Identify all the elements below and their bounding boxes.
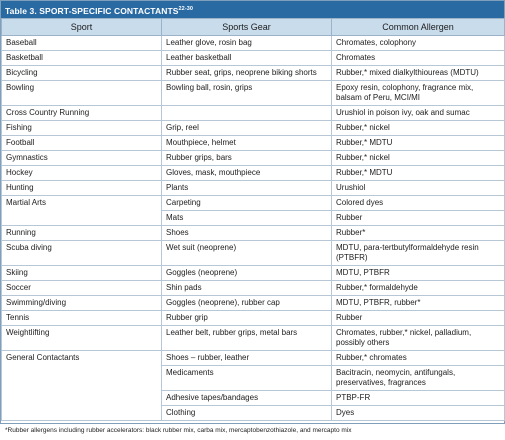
table-row: Scuba diving Wet suit (neoprene) MDTU, par…	[1, 240, 505, 266]
allergen-cell: MDTU, PTBFR, rubber*	[331, 295, 505, 311]
sport-cell: Gymnastics	[1, 150, 162, 166]
sport-cell: Bowling	[1, 80, 162, 106]
table-row: Adhesive tapes/bandages PTBP-FR	[2, 390, 505, 406]
allergen-cell: Rubber,* nickel	[331, 120, 505, 136]
reference: 22-30	[178, 6, 194, 12]
gear-cell: Rubber grips, bars	[161, 150, 332, 166]
allergen-cell: Urushiol in poison ivy, oak and sumac	[331, 105, 505, 121]
sport-cell: Fishing	[1, 120, 162, 136]
gear-cell: Shin pads	[161, 280, 332, 296]
allergen-cell: Colored dyes	[331, 195, 505, 211]
sport-cell: Hockey	[1, 165, 162, 181]
table-row: Medicaments Bacitracin, neomycin, antifun…	[2, 365, 505, 391]
gear-cell: Clothing	[161, 405, 332, 421]
gear-cell: Leather basketball	[161, 50, 332, 66]
allergen-cell: Rubber,* formaldehyde	[331, 280, 505, 296]
allergen-cell: Rubber	[331, 210, 505, 226]
table-row: Swimming/diving Goggles (neoprene), rubbe…	[1, 295, 505, 311]
gear-cell: Plants	[161, 180, 332, 196]
gear-cell: Adhesive tapes/bandages	[161, 390, 332, 406]
gear-cell: Mats	[161, 210, 332, 226]
table-row: Baseball Leather glove, rosin bag Chromate…	[1, 35, 505, 51]
table-row: Soccer Shin pads Rubber,* formaldehyde	[1, 280, 505, 296]
title: Table 3. SPORT-SPECIFIC CONTACTANTS	[5, 5, 179, 16]
table-row: Gymnastics Rubber grips, bars Rubber,* nic…	[1, 150, 505, 166]
gear-cell: Carpeting	[161, 195, 332, 211]
allergen-cell: Rubber,* nickel	[331, 150, 505, 166]
allergen-cell: Chromates	[331, 50, 505, 66]
gear-cell: Shoes – rubber, leather	[161, 350, 332, 366]
allergen-cell: MDTU, PTBFR	[331, 265, 505, 281]
gear-cell: Goggles (neoprene)	[161, 265, 332, 281]
gear-cell: Grip, reel	[161, 120, 332, 136]
sport-cell: Baseball	[1, 35, 162, 51]
sport-cell: Tennis	[1, 310, 162, 326]
table-row: Mats Rubber	[2, 210, 505, 226]
sport-cell: Basketball	[1, 50, 162, 66]
sport-cell: Hunting	[1, 180, 162, 196]
sport-cell: Football	[1, 135, 162, 151]
gear-cell: Medicaments	[161, 365, 332, 391]
table-row: Clothing Dyes	[2, 405, 505, 421]
table-row: Basketball Leather basketball Chromates	[1, 50, 505, 66]
allergen-cell: Rubber	[331, 310, 505, 326]
gear-cell: Wet suit (neoprene)	[161, 240, 332, 266]
sport-cell: Soccer	[1, 280, 162, 296]
sport-cell: Cross Country Running	[1, 105, 162, 121]
table-row: Skiing Goggles (neoprene) MDTU, PTBFR	[1, 265, 505, 281]
allergen-cell: Rubber,* MDTU	[331, 165, 505, 181]
table-row: Running Shoes Rubber*	[1, 225, 505, 241]
table-row: Fishing Grip, reel Rubber,* nickel	[1, 120, 505, 136]
table-row: General Contactants Shoes – rubber, leath…	[1, 350, 505, 421]
sport-cell: Skiing	[1, 265, 162, 281]
table: Sport Sports Gear Common Allergen Baseball…	[1, 18, 505, 421]
allergen-cell: Rubber,* mixed dialkylthioureas (MDTU)	[331, 65, 505, 81]
header-row: Sport Sports Gear Common Allergen	[1, 18, 505, 36]
gear-cell: Rubber grip	[161, 310, 332, 326]
table-row: Bicycling Rubber seat, grips, neoprene bi…	[1, 65, 505, 81]
sport-cell: General Contactants	[1, 350, 162, 421]
sport-cell: Martial Arts	[1, 195, 162, 226]
allergen-cell: Epoxy resin, colophony, fragrance mix, b…	[331, 80, 505, 106]
allergen-cell: MDTU, para-tertbutylformaldehyde resin (…	[331, 240, 505, 266]
table-row: Bowling Bowling ball, rosin, grips Epoxy r…	[1, 80, 505, 106]
allergen-cell: Bacitracin, neomycin, antifungals, prese…	[331, 365, 505, 391]
gear-cell: Mouthpiece, helmet	[161, 135, 332, 151]
sport-cell: Swimming/diving	[1, 295, 162, 311]
allergen-cell: Rubber,* chromates	[331, 350, 505, 366]
allergen-cell: Rubber*	[331, 225, 505, 241]
allergen-cell: Chromates, rubber,* nickel, palladium, p…	[331, 325, 505, 351]
title-bar: Table 3. SPORT-SPECIFIC CONTACTANTS22-30	[1, 1, 504, 18]
table-row: Martial Arts Carpeting Colored dyes	[1, 195, 505, 226]
gear-cell: Bowling ball, rosin, grips	[161, 80, 332, 106]
table-row: Weightlifting Leather belt, rubber grips,…	[1, 325, 505, 351]
column-header: Sport	[1, 18, 162, 36]
allergen-cell: Chromates, colophony	[331, 35, 505, 51]
table-row: Hockey Gloves, mask, mouthpiece Rubber,* M…	[1, 165, 505, 181]
table-row: Cross Country Running Urushiol in poison …	[1, 105, 505, 121]
sport-cell: Running	[1, 225, 162, 241]
gear-cell: Leather belt, rubber grips, metal bars	[161, 325, 332, 351]
sport-cell: Bicycling	[1, 65, 162, 81]
allergen-cell: Dyes	[331, 405, 505, 421]
column-header: Common Allergen	[331, 18, 505, 36]
gear-cell	[161, 105, 332, 121]
table-row: Football Mouthpiece, helmet Rubber,* MDTU	[1, 135, 505, 151]
sport-cell: Scuba diving	[1, 240, 162, 266]
gear-cell: Goggles (neoprene), rubber cap	[161, 295, 332, 311]
allergen-cell: Rubber,* MDTU	[331, 135, 505, 151]
column-header: Sports Gear	[161, 18, 332, 36]
table-row: Hunting Plants Urushiol	[1, 180, 505, 196]
gear-cell: Gloves, mask, mouthpiece	[161, 165, 332, 181]
sport-cell: Weightlifting	[1, 325, 162, 351]
allergen-cell: Urushiol	[331, 180, 505, 196]
gear-cell: Leather glove, rosin bag	[161, 35, 332, 51]
allergen-cell: PTBP-FR	[331, 390, 505, 406]
gear-cell: Rubber seat, grips, neoprene biking shor…	[161, 65, 332, 81]
table-body: Baseball Leather glove, rosin bag Chromate…	[1, 35, 505, 421]
table-row: Tennis Rubber grip Rubber	[1, 310, 505, 326]
gear-cell: Shoes	[161, 225, 332, 241]
